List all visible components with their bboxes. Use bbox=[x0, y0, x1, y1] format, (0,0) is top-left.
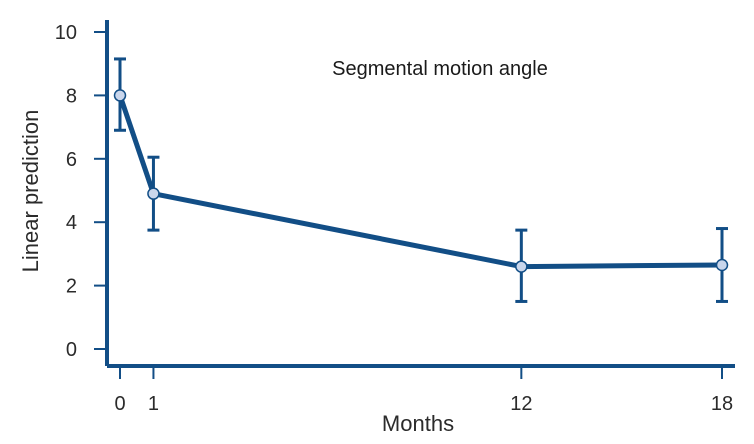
x-tick-label: 1 bbox=[148, 393, 159, 415]
data-point bbox=[715, 258, 729, 272]
y-tick-label: 4 bbox=[66, 212, 77, 234]
series-lines bbox=[117, 92, 725, 270]
y-tick-label: 6 bbox=[66, 149, 77, 171]
y-tick-label: 10 bbox=[55, 22, 77, 44]
y-axis: 0 2 4 6 8 10 bbox=[55, 20, 109, 366]
chart-annotation: Segmental motion angle bbox=[332, 58, 548, 80]
x-axis: 0 1 12 18 bbox=[107, 364, 735, 415]
data-point bbox=[147, 187, 160, 200]
y-tick-label: 8 bbox=[66, 85, 77, 107]
x-tick-label: 18 bbox=[711, 393, 733, 415]
y-tick-label: 2 bbox=[66, 276, 77, 298]
x-tick-label: 0 bbox=[114, 393, 125, 415]
series-points bbox=[113, 89, 729, 273]
data-point bbox=[113, 89, 127, 102]
x-axis-title: Months bbox=[382, 411, 454, 436]
y-axis-title: Linear prediction bbox=[18, 110, 43, 273]
series-line bbox=[117, 92, 725, 270]
y-tick-label: 0 bbox=[66, 339, 77, 361]
data-point bbox=[515, 260, 528, 273]
x-tick-label: 12 bbox=[510, 393, 532, 415]
